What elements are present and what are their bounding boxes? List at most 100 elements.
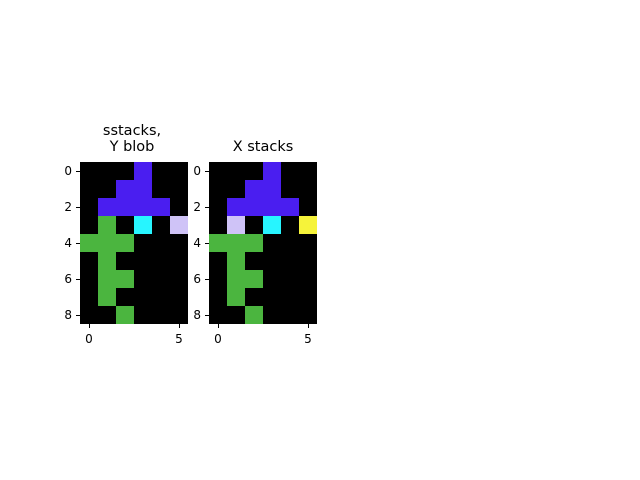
grid-cell — [152, 234, 170, 252]
grid-cell — [299, 162, 317, 180]
grid-cell — [209, 198, 227, 216]
grid-cell — [263, 288, 281, 306]
grid-cell — [299, 252, 317, 270]
grid-cell — [281, 162, 299, 180]
y-tick-label: 6 — [64, 272, 72, 286]
y-tick-mark — [205, 278, 209, 280]
grid-cell — [281, 252, 299, 270]
grid-cell — [80, 252, 98, 270]
y-tick-mark — [76, 170, 80, 172]
grid-cell — [170, 162, 188, 180]
grid-cell — [209, 162, 227, 180]
grid-cell — [98, 198, 116, 216]
grid-cell — [209, 288, 227, 306]
grid-cell — [227, 198, 245, 216]
grid-cell — [227, 180, 245, 198]
grid-cell — [209, 180, 227, 198]
grid-cell — [152, 252, 170, 270]
panel-1-grid — [80, 162, 188, 324]
grid-cell — [152, 288, 170, 306]
grid-cell — [299, 198, 317, 216]
grid-cell — [152, 180, 170, 198]
grid-cell — [245, 198, 263, 216]
y-tick-label: 8 — [193, 308, 201, 322]
panel-2-grid — [209, 162, 317, 324]
grid-cell — [98, 252, 116, 270]
grid-cell — [170, 270, 188, 288]
grid-cell — [80, 288, 98, 306]
grid-cell — [281, 306, 299, 324]
panel-2-title: X stacks — [232, 139, 294, 155]
grid-cell — [245, 288, 263, 306]
grid-cell — [299, 288, 317, 306]
x-tick-label: 0 — [214, 332, 222, 346]
grid-cell — [263, 198, 281, 216]
panel-1-title: sstacks, Y blob — [102, 123, 162, 155]
grid-cell — [98, 180, 116, 198]
grid-cell — [170, 198, 188, 216]
y-tick-mark — [205, 170, 209, 172]
y-tick-mark — [76, 314, 80, 316]
x-tick-mark — [178, 324, 180, 328]
grid-cell — [152, 162, 170, 180]
grid-cell — [209, 216, 227, 234]
grid-cell — [281, 234, 299, 252]
grid-cell — [281, 180, 299, 198]
y-tick-mark — [205, 206, 209, 208]
grid-cell — [245, 270, 263, 288]
grid-cell — [134, 270, 152, 288]
grid-cell — [281, 270, 299, 288]
grid-cell — [299, 270, 317, 288]
grid-cell — [134, 288, 152, 306]
x-tick-mark — [307, 324, 309, 328]
y-tick-label: 6 — [193, 272, 201, 286]
grid-cell — [281, 288, 299, 306]
grid-cell — [116, 306, 134, 324]
grid-cell — [245, 216, 263, 234]
x-tick-mark — [217, 324, 219, 328]
grid-cell — [152, 306, 170, 324]
grid-cell — [299, 180, 317, 198]
y-tick-label: 2 — [193, 200, 201, 214]
y-tick-label: 0 — [64, 164, 72, 178]
grid-cell — [152, 216, 170, 234]
grid-cell — [263, 216, 281, 234]
grid-cell — [116, 252, 134, 270]
y-tick-mark — [76, 242, 80, 244]
grid-cell — [80, 180, 98, 198]
grid-cell — [98, 216, 116, 234]
grid-cell — [170, 234, 188, 252]
grid-cell — [98, 162, 116, 180]
grid-cell — [263, 252, 281, 270]
grid-cell — [227, 252, 245, 270]
grid-cell — [281, 216, 299, 234]
grid-cell — [134, 306, 152, 324]
grid-cell — [152, 270, 170, 288]
grid-cell — [116, 180, 134, 198]
y-tick-label: 0 — [193, 164, 201, 178]
grid-cell — [152, 198, 170, 216]
grid-cell — [263, 162, 281, 180]
grid-cell — [299, 234, 317, 252]
y-tick-mark — [205, 242, 209, 244]
grid-cell — [245, 234, 263, 252]
grid-cell — [209, 252, 227, 270]
grid-cell — [227, 288, 245, 306]
grid-cell — [116, 270, 134, 288]
grid-cell — [170, 180, 188, 198]
x-tick-label: 0 — [85, 332, 93, 346]
y-tick-label: 4 — [193, 236, 201, 250]
grid-cell — [80, 270, 98, 288]
grid-cell — [170, 288, 188, 306]
grid-cell — [80, 198, 98, 216]
grid-cell — [263, 180, 281, 198]
grid-cell — [116, 162, 134, 180]
x-tick-label: 5 — [304, 332, 312, 346]
grid-cell — [263, 234, 281, 252]
grid-cell — [134, 198, 152, 216]
grid-cell — [134, 216, 152, 234]
grid-cell — [116, 288, 134, 306]
grid-cell — [281, 198, 299, 216]
grid-cell — [209, 270, 227, 288]
